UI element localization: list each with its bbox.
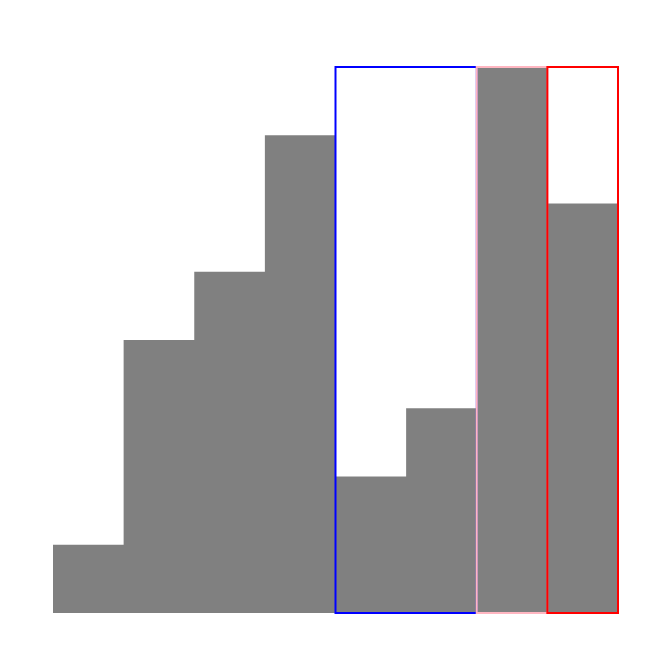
highlight-box-3 bbox=[546, 66, 619, 614]
bar-1 bbox=[53, 544, 125, 613]
bar-5 bbox=[335, 476, 407, 613]
highlights-layer bbox=[334, 66, 619, 614]
bar-6 bbox=[406, 408, 478, 613]
bar-8 bbox=[547, 203, 619, 613]
bar-4 bbox=[264, 135, 336, 613]
bars-layer bbox=[53, 67, 619, 613]
bar-3 bbox=[194, 271, 266, 613]
bar-7 bbox=[476, 67, 548, 613]
bar-2 bbox=[123, 340, 195, 613]
